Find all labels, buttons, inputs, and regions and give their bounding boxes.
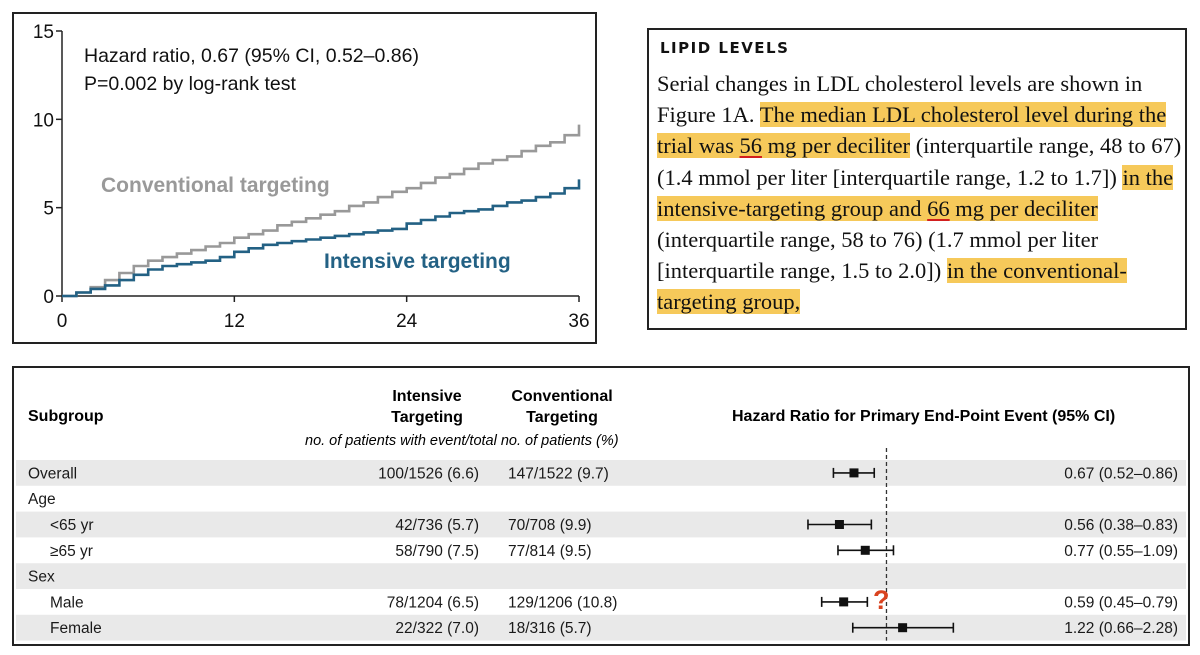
- point-estimate: [898, 623, 908, 633]
- y-tick-label: 15: [33, 22, 54, 43]
- y-tick-label: 10: [33, 110, 54, 131]
- intensive-value: 58/790 (7.5): [395, 543, 479, 560]
- text-segment: The median LDL cholesterol level during …: [657, 102, 1167, 159]
- row-shade: [16, 563, 1186, 589]
- row-shading: [16, 460, 1186, 641]
- forest-rows: Overall 100/1526 (6.6) 147/1522 (9.7) 0.67 …: [28, 465, 1178, 637]
- point-estimate: [849, 468, 859, 478]
- conventional-value: 70/708 (9.9): [508, 517, 592, 534]
- hazard-ratio-value: 0.67 (0.52–0.86): [1064, 465, 1178, 482]
- underlined-value-66: 66: [927, 195, 950, 221]
- row-label: <65 yr: [50, 517, 94, 534]
- text-segment: (interquartile range, 48 to 67) (1.4 mmo…: [657, 133, 1182, 190]
- intensive-value: 78/1204 (6.5): [387, 594, 479, 611]
- lipid-levels-excerpt: LIPID LEVELS Serial changes in LDL chole…: [647, 28, 1187, 330]
- lipid-levels-paragraph: Serial changes in LDL cholesterol levels…: [657, 68, 1183, 318]
- lipid-levels-heading: LIPID LEVELS: [660, 39, 790, 57]
- km-chart: 0 5 10 15 0 12 24 36 Hazard ratio, 0.67 (95% CI…: [33, 22, 590, 332]
- intensive-value: 22/322 (7.0): [395, 620, 479, 637]
- x-tick-label: 24: [396, 311, 418, 332]
- point-estimate: [860, 545, 870, 555]
- point-estimate: [839, 597, 849, 607]
- km-axes: 0 5 10 15 0 12 24 36: [33, 22, 590, 332]
- row-label: Sex: [28, 569, 55, 586]
- intensive-series-line: [62, 179, 581, 298]
- x-tick-label: 36: [568, 311, 589, 332]
- forest-plot: Subgroup Intensive Targeting Conventiona…: [16, 388, 1186, 641]
- conventional-value: 129/1206 (10.8): [508, 594, 617, 611]
- row-label: Male: [50, 594, 84, 611]
- point-estimate: [834, 520, 844, 529]
- row-label: ≥65 yr: [50, 543, 93, 560]
- y-tick-label: 0: [43, 287, 54, 308]
- intensive-value: 100/1526 (6.6): [378, 465, 479, 482]
- text-segment: mg per deciliter: [949, 195, 1098, 221]
- conventional-value: 18/316 (5.7): [508, 620, 592, 637]
- conventional-value: 77/814 (9.5): [508, 543, 592, 560]
- y-tick-label: 5: [43, 199, 54, 220]
- x-tick-label: 0: [57, 311, 68, 332]
- series-label-intensive: Intensive targeting: [324, 250, 511, 273]
- header-subnote: no. of patients with event/total no. of …: [305, 433, 619, 449]
- forest-plot-panel: Subgroup Intensive Targeting Conventiona…: [12, 366, 1190, 646]
- hazard-ratio-value: 0.77 (0.55–1.09): [1064, 543, 1178, 560]
- hazard-ratio-value: 1.22 (0.66–2.28): [1064, 620, 1178, 637]
- hazard-ratio-annotation: Hazard ratio, 0.67 (95% CI, 0.52–0.86): [84, 45, 419, 67]
- header-conventional-line2: Targeting: [526, 409, 598, 426]
- header-conventional-line1: Conventional: [511, 388, 612, 405]
- km-chart-panel: 0 5 10 15 0 12 24 36 Hazard ratio, 0.67 (95% CI…: [12, 12, 597, 344]
- header-intensive-line2: Targeting: [391, 409, 463, 426]
- text-segment: in the intensive-targeting group and: [657, 164, 1174, 221]
- header-subgroup: Subgroup: [28, 408, 104, 425]
- header-intensive-line1: Intensive: [392, 388, 461, 405]
- hazard-ratio-value: 0.56 (0.38–0.83): [1064, 517, 1178, 534]
- p-value-annotation: P=0.002 by log-rank test: [84, 73, 297, 95]
- hazard-ratio-value: 0.59 (0.45–0.79): [1064, 594, 1178, 611]
- question-mark: ?: [873, 585, 890, 615]
- row-shade: [16, 460, 1186, 486]
- header-hazard-ratio: Hazard Ratio for Primary End-Point Event…: [732, 408, 1115, 425]
- text-segment: (interquartile range, 58 to 76) (1.7 mmo…: [657, 227, 1099, 284]
- row-label: Female: [50, 620, 102, 637]
- text-segment: mg per deciliter: [761, 133, 911, 159]
- row-label: Overall: [28, 465, 77, 482]
- intensive-value: 42/736 (5.7): [395, 517, 479, 534]
- conventional-value: 147/1522 (9.7): [508, 465, 609, 482]
- conventional-series-line: [62, 124, 581, 298]
- series-label-conventional: Conventional targeting: [101, 174, 330, 197]
- row-label: Age: [28, 491, 56, 508]
- row-shade: [16, 614, 1186, 641]
- km-series-lines: [62, 124, 581, 298]
- text-segment: Serial changes in LDL cholesterol levels…: [657, 71, 1143, 128]
- row-shade: [16, 511, 1186, 538]
- underlined-value-56: 56: [739, 133, 762, 159]
- x-tick-label: 12: [224, 311, 245, 332]
